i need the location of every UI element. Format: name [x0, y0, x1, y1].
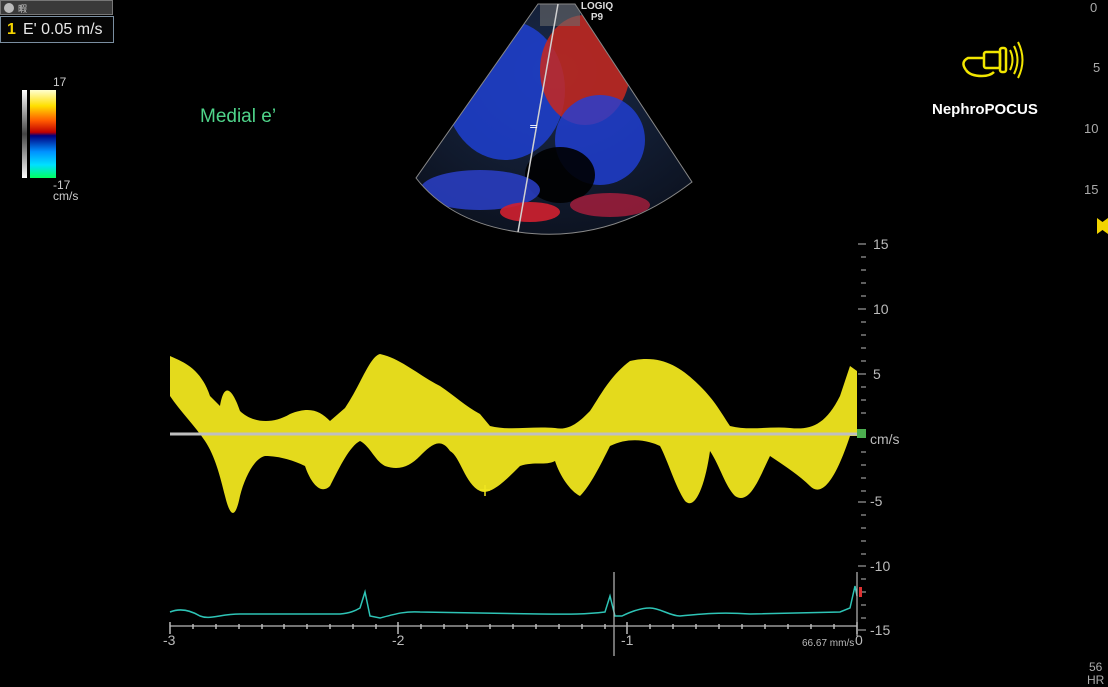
- system-label: LOGIQ P9: [577, 1, 617, 23]
- right-ruler-15: 15: [1084, 182, 1099, 197]
- measurement-index: 1: [7, 21, 16, 38]
- record-dot-icon: [4, 3, 14, 13]
- measurement-tag: 暇: [18, 4, 28, 14]
- sweep-speed: 66.67 mm/s: [802, 638, 855, 649]
- time-tick-neg2: -2: [392, 632, 405, 648]
- right-ruler-10: 10: [1084, 121, 1099, 136]
- velocity-tick-neg10: -10: [870, 558, 891, 574]
- velocity-tick-15: 15: [873, 236, 889, 252]
- color-bar-min: -17: [53, 178, 71, 192]
- velocity-scale-ticks: [858, 243, 866, 631]
- ecg-marker-icon: [859, 587, 862, 597]
- velocity-tick-5: 5: [873, 366, 881, 382]
- annotation-label[interactable]: Medial e’: [200, 106, 277, 127]
- measurement-value: E' 0.05 m/s: [23, 21, 103, 38]
- tissue-doppler-spectrum: [169, 243, 866, 656]
- color-bar-unit: cm/s: [53, 189, 79, 203]
- system-model: P9: [590, 12, 604, 23]
- brand-name: NephroPOCUS: [932, 101, 1038, 118]
- time-axis-ticks: [169, 622, 858, 634]
- right-ruler-0: 0: [1090, 0, 1098, 15]
- velocity-unit: cm/s: [870, 431, 900, 447]
- cursor-cross-icon[interactable]: [480, 485, 490, 496]
- color-velocity-bar: [22, 90, 56, 178]
- time-tick-0: 0: [855, 632, 863, 648]
- measurement-header: 暇: [0, 0, 113, 15]
- color-bar-max: 17: [53, 75, 67, 89]
- time-tick-neg1: -1: [621, 632, 634, 648]
- system-name: LOGIQ: [580, 1, 614, 12]
- measurement-result[interactable]: 1 E' 0.05 m/s: [0, 16, 114, 43]
- heart-rate-label: HR: [1087, 673, 1105, 687]
- baseline-marker-icon[interactable]: [857, 429, 866, 438]
- focus-marker-icon[interactable]: [1097, 218, 1108, 234]
- svg-text:=: =: [529, 120, 538, 133]
- velocity-tick-10: 10: [873, 301, 889, 317]
- time-tick-neg3: -3: [163, 632, 176, 648]
- velocity-tick-neg5: -5: [870, 493, 883, 509]
- velocity-tick-neg15: -15: [870, 622, 891, 638]
- ecg-trace: [169, 585, 858, 619]
- nephropocus-logo-icon: [962, 41, 1024, 79]
- heart-rate-value: 56: [1089, 660, 1103, 674]
- right-ruler-5: 5: [1093, 60, 1101, 75]
- color-doppler-sector: =: [415, 3, 693, 235]
